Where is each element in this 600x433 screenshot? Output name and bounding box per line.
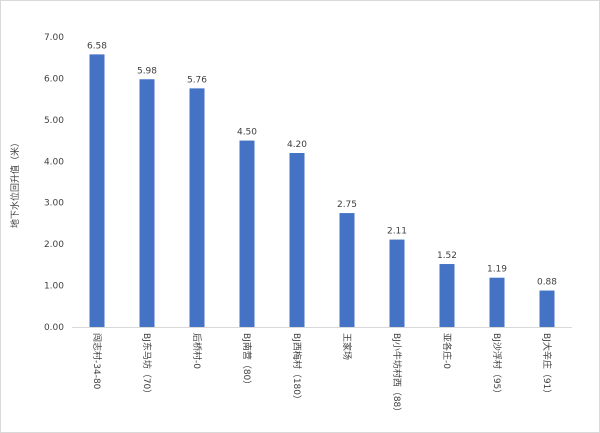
- bar: [439, 264, 455, 327]
- bar: [489, 277, 505, 327]
- y-tick-label: 7.00: [44, 33, 64, 43]
- y-tick-label: 3.00: [44, 199, 64, 209]
- data-label: 6.58: [87, 41, 107, 51]
- bar: [239, 140, 255, 327]
- data-label: 1.52: [437, 251, 457, 261]
- y-tick-label: 4.00: [44, 157, 64, 167]
- data-label: 1.19: [487, 265, 507, 275]
- y-tick-label: 2.00: [44, 240, 64, 250]
- y-tick-label: 5.00: [44, 116, 64, 126]
- bar: [339, 213, 355, 327]
- x-tick-label: 闯志村-34-80: [91, 333, 103, 390]
- y-axis-label: 地下水位回升值（米）: [9, 138, 21, 228]
- data-label: 5.76: [187, 75, 207, 85]
- bar: [189, 88, 205, 327]
- y-tick-label: 0.00: [44, 323, 64, 333]
- bar: [289, 153, 305, 327]
- data-label: 5.98: [137, 66, 157, 76]
- bar: [139, 79, 155, 327]
- bar: [539, 290, 555, 327]
- x-tick-label: 亚各庄-0: [441, 333, 453, 369]
- x-tick-label: BJ沙浮村（95）: [491, 333, 503, 398]
- data-label: 2.11: [387, 227, 407, 237]
- bar: [89, 54, 105, 328]
- x-tick-label: BJ西梅村（180）: [291, 333, 303, 404]
- data-label: 4.50: [237, 128, 257, 138]
- x-tick-label: 后桥村-0: [191, 333, 203, 369]
- x-tick-label: BJ东马坊（70）: [141, 333, 153, 398]
- data-label: 0.88: [537, 278, 557, 288]
- x-tick-label: BJ小牛坊村西（88）: [391, 333, 403, 416]
- x-tick-label: BJ南营（80）: [241, 333, 253, 389]
- x-tick-label: BJ大辛庄（91）: [541, 333, 553, 398]
- data-label: 4.20: [287, 140, 307, 150]
- x-tick-label: 王家场: [341, 333, 353, 360]
- y-tick-label: 1.00: [44, 282, 64, 292]
- data-label: 2.75: [337, 200, 357, 210]
- bar: [389, 239, 405, 327]
- y-tick-label: 6.00: [44, 74, 64, 84]
